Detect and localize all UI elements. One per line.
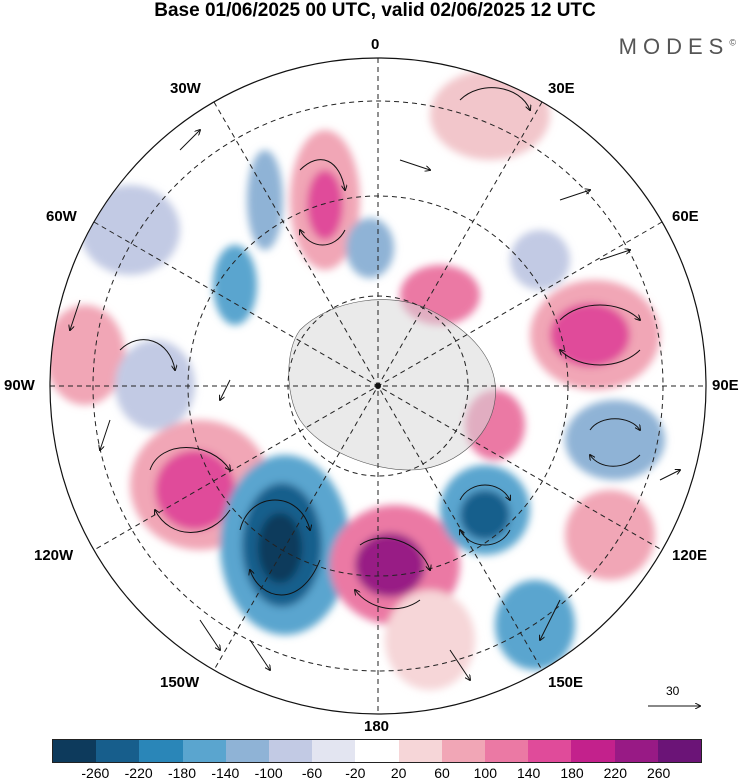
colorbar-tick-label: -60 bbox=[301, 765, 323, 781]
colorbar-swatch bbox=[528, 740, 572, 762]
anomaly-negative-core bbox=[258, 513, 302, 583]
anomaly-negative bbox=[565, 400, 665, 480]
lon-label-90e: 90E bbox=[712, 377, 739, 394]
colorbar-tick-label: -260 bbox=[81, 765, 110, 781]
colorbar-tick-label: 140 bbox=[516, 765, 541, 781]
colorbar-swatch bbox=[225, 740, 270, 762]
anomaly-field bbox=[50, 70, 665, 690]
lon-label-60w: 60W bbox=[46, 208, 77, 225]
map-boundary bbox=[49, 57, 707, 715]
anomaly-negative bbox=[213, 245, 257, 325]
anomaly-positive-core bbox=[355, 533, 425, 597]
anomaly-negative bbox=[346, 218, 394, 278]
lon-label-60e: 60E bbox=[672, 208, 699, 225]
colorbar-tick-label: 20 bbox=[390, 765, 407, 781]
colorbar-swatch bbox=[398, 740, 442, 762]
anomaly-positive-core bbox=[155, 450, 235, 530]
colorbar-swatch bbox=[182, 740, 226, 762]
colorbar-swatch bbox=[571, 740, 615, 762]
south-pole-marker bbox=[375, 383, 381, 389]
lon-label-0: 0 bbox=[371, 36, 380, 53]
lon-label-150e: 150E bbox=[548, 674, 584, 691]
anomaly-negative bbox=[80, 185, 180, 275]
lon-label-180: 180 bbox=[364, 718, 390, 735]
anomaly-negative bbox=[510, 230, 570, 290]
colorbar-swatch bbox=[269, 740, 313, 762]
anomaly-positive bbox=[385, 590, 475, 690]
colorbar-swatch bbox=[614, 740, 658, 762]
colorbar-tick-label: 60 bbox=[434, 765, 450, 781]
anomaly-negative bbox=[115, 340, 195, 430]
colorbar bbox=[52, 739, 702, 763]
anomaly-negative bbox=[495, 580, 575, 670]
colorbar-tick-label: -220 bbox=[124, 765, 153, 781]
colorbar-swatch bbox=[96, 740, 140, 762]
colorbar-tick-label: 220 bbox=[603, 765, 628, 781]
colorbar-swatch bbox=[355, 740, 399, 762]
colorbar-swatch bbox=[657, 740, 702, 762]
anomaly-positive bbox=[430, 70, 550, 160]
antarctica-landmass bbox=[288, 299, 496, 471]
polar-map bbox=[49, 57, 707, 715]
colorbar-tick-label: -180 bbox=[167, 765, 197, 781]
colorbar-tick-label: 260 bbox=[646, 765, 671, 781]
lon-label-120e: 120E bbox=[672, 547, 708, 564]
colorbar-swatch bbox=[139, 740, 183, 762]
anomaly-positive-core bbox=[550, 303, 630, 367]
colorbar-swatch bbox=[441, 740, 486, 762]
lon-label-30w: 30W bbox=[170, 80, 201, 97]
colorbar-tick-label: -100 bbox=[254, 765, 283, 781]
anomaly-negative bbox=[247, 150, 283, 250]
colorbar-swatch bbox=[53, 740, 97, 762]
colorbar-tick-label: -140 bbox=[211, 765, 240, 781]
anomaly-negative-core bbox=[460, 490, 510, 540]
colorbar-tick-label: 180 bbox=[560, 765, 584, 781]
anomaly-positive-core bbox=[307, 170, 343, 240]
reference-vector-label: 30 bbox=[666, 684, 680, 698]
lon-label-30e: 30E bbox=[548, 80, 575, 97]
colorbar-swatch bbox=[312, 740, 356, 762]
lon-label-120w: 120W bbox=[34, 547, 74, 564]
colorbar-ticks: -260 -220 -180 -140 -100 -60 -20 20 60 100 140 180 2… bbox=[52, 765, 702, 783]
page-title: Base 01/06/2025 00 UTC, valid 02/06/2025… bbox=[154, 0, 596, 21]
anomaly-positive bbox=[50, 305, 125, 405]
anomaly-positive bbox=[565, 490, 655, 580]
lon-label-150w: 150W bbox=[160, 674, 200, 691]
brand-logo: MODES© bbox=[618, 34, 736, 59]
colorbar-tick-label: -20 bbox=[345, 765, 366, 781]
lon-label-90w: 90W bbox=[4, 377, 35, 394]
colorbar-swatch bbox=[485, 740, 529, 762]
colorbar-tick-label: 100 bbox=[473, 765, 498, 781]
